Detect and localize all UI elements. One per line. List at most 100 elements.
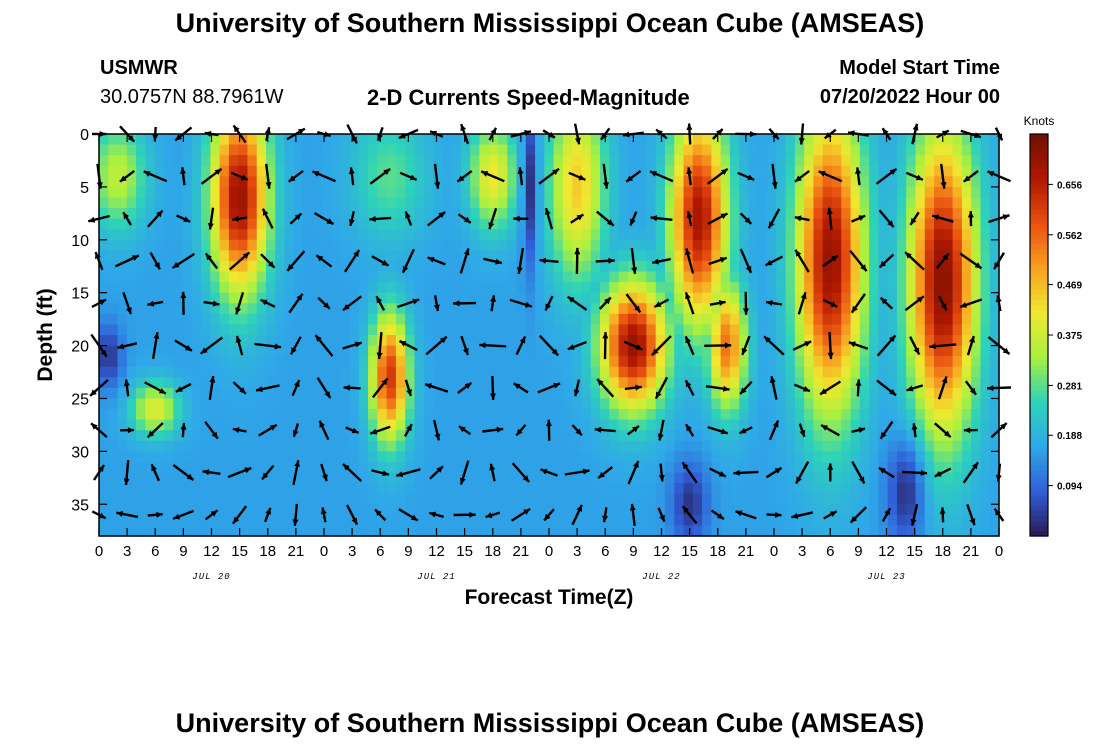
heat-cell bbox=[275, 155, 286, 167]
heat-cell bbox=[303, 377, 313, 389]
current-vector bbox=[538, 167, 560, 185]
heat-cell bbox=[655, 186, 666, 199]
heat-cell bbox=[869, 239, 879, 251]
heat-cell bbox=[618, 440, 629, 452]
current-vector bbox=[432, 419, 441, 441]
current-vector bbox=[539, 257, 559, 264]
heat-cell bbox=[776, 366, 787, 378]
vector-head bbox=[525, 301, 532, 308]
heat-cell bbox=[163, 144, 174, 156]
heat-cell bbox=[729, 345, 740, 357]
heat-cell bbox=[293, 313, 304, 326]
vector-head bbox=[794, 175, 802, 182]
heat-cell bbox=[720, 356, 731, 368]
heat-cell bbox=[906, 165, 917, 177]
heat-cell bbox=[878, 186, 889, 199]
heat-cell bbox=[637, 504, 648, 516]
heat-cell bbox=[312, 303, 323, 315]
heat-cell bbox=[460, 398, 471, 410]
x-tick-label: 0 bbox=[320, 543, 328, 560]
heat-cell bbox=[664, 229, 675, 241]
heat-cell bbox=[191, 483, 202, 495]
heat-cell bbox=[163, 440, 174, 452]
heat-cell bbox=[683, 387, 694, 400]
heat-cell bbox=[831, 387, 842, 400]
heat-cell bbox=[173, 419, 184, 431]
heat-cell bbox=[340, 430, 351, 442]
heat-cell bbox=[247, 176, 258, 188]
heat-cell bbox=[757, 483, 768, 495]
heat-cell bbox=[414, 239, 425, 251]
heat-cell bbox=[841, 313, 852, 326]
heat-cell bbox=[785, 451, 796, 463]
heat-cell bbox=[609, 282, 620, 294]
heat-cell bbox=[702, 134, 712, 146]
heat-cell bbox=[154, 239, 165, 251]
heat-cell bbox=[386, 345, 397, 357]
heat-cell bbox=[906, 134, 917, 146]
heat-cell bbox=[256, 451, 267, 463]
vector-head bbox=[733, 469, 740, 476]
heat-cell bbox=[980, 430, 991, 442]
heat-cell bbox=[451, 134, 462, 146]
heat-cell bbox=[702, 451, 712, 463]
colorbar-tick-label: 0.469 bbox=[1057, 281, 1082, 292]
heat-cell bbox=[961, 155, 972, 167]
heat-cell bbox=[562, 324, 573, 336]
heat-cell bbox=[163, 472, 174, 484]
heat-cell bbox=[284, 324, 295, 336]
heat-cell bbox=[210, 271, 221, 283]
current-vector bbox=[771, 163, 778, 189]
heat-cell bbox=[767, 292, 777, 304]
heat-cell bbox=[562, 197, 573, 209]
heat-cell bbox=[794, 440, 805, 452]
heat-cell bbox=[683, 186, 694, 199]
heat-cell bbox=[896, 186, 907, 199]
heat-cell bbox=[442, 324, 453, 336]
heat-cell bbox=[980, 250, 991, 262]
x-tick-label: 21 bbox=[738, 543, 755, 560]
heat-cell bbox=[692, 345, 703, 357]
heat-cell bbox=[878, 250, 889, 262]
heat-cell bbox=[794, 461, 805, 474]
heat-cell bbox=[562, 260, 573, 273]
heat-cell bbox=[590, 250, 601, 262]
heat-cell bbox=[497, 250, 508, 262]
heat-cell bbox=[479, 504, 490, 516]
heat-cell bbox=[674, 366, 685, 378]
colorbar-segment bbox=[1030, 440, 1048, 447]
heat-cell bbox=[980, 525, 991, 537]
heat-cell bbox=[729, 398, 740, 410]
heat-cell bbox=[878, 525, 889, 537]
heat-cell bbox=[451, 218, 462, 230]
heat-cell bbox=[711, 250, 722, 262]
heat-cell bbox=[664, 387, 675, 400]
heat-cell bbox=[238, 377, 249, 389]
heat-cell bbox=[488, 229, 499, 241]
heat-cell bbox=[813, 155, 824, 167]
heat-cell bbox=[767, 387, 777, 400]
heat-cell bbox=[395, 282, 406, 294]
heat-cell bbox=[544, 282, 555, 294]
heat-cell bbox=[794, 324, 805, 336]
current-vector bbox=[537, 382, 561, 394]
heat-cell bbox=[813, 377, 824, 389]
heat-cell bbox=[590, 165, 601, 177]
current-vector bbox=[568, 171, 586, 181]
heat-cell bbox=[238, 197, 249, 209]
heat-cell bbox=[748, 144, 759, 156]
heat-cell bbox=[303, 451, 313, 463]
heat-cell bbox=[739, 451, 750, 463]
heat-cell bbox=[934, 504, 944, 516]
day-label: JUL 22 bbox=[642, 572, 680, 582]
heat-cell bbox=[312, 377, 323, 389]
heat-cell bbox=[182, 430, 193, 442]
heat-cell bbox=[275, 208, 286, 220]
heat-cell bbox=[989, 292, 1000, 304]
heat-cell bbox=[395, 366, 406, 378]
heat-cell bbox=[349, 377, 360, 389]
heat-cell bbox=[358, 493, 369, 505]
heat-cell bbox=[739, 366, 750, 378]
heat-cell bbox=[340, 440, 351, 452]
